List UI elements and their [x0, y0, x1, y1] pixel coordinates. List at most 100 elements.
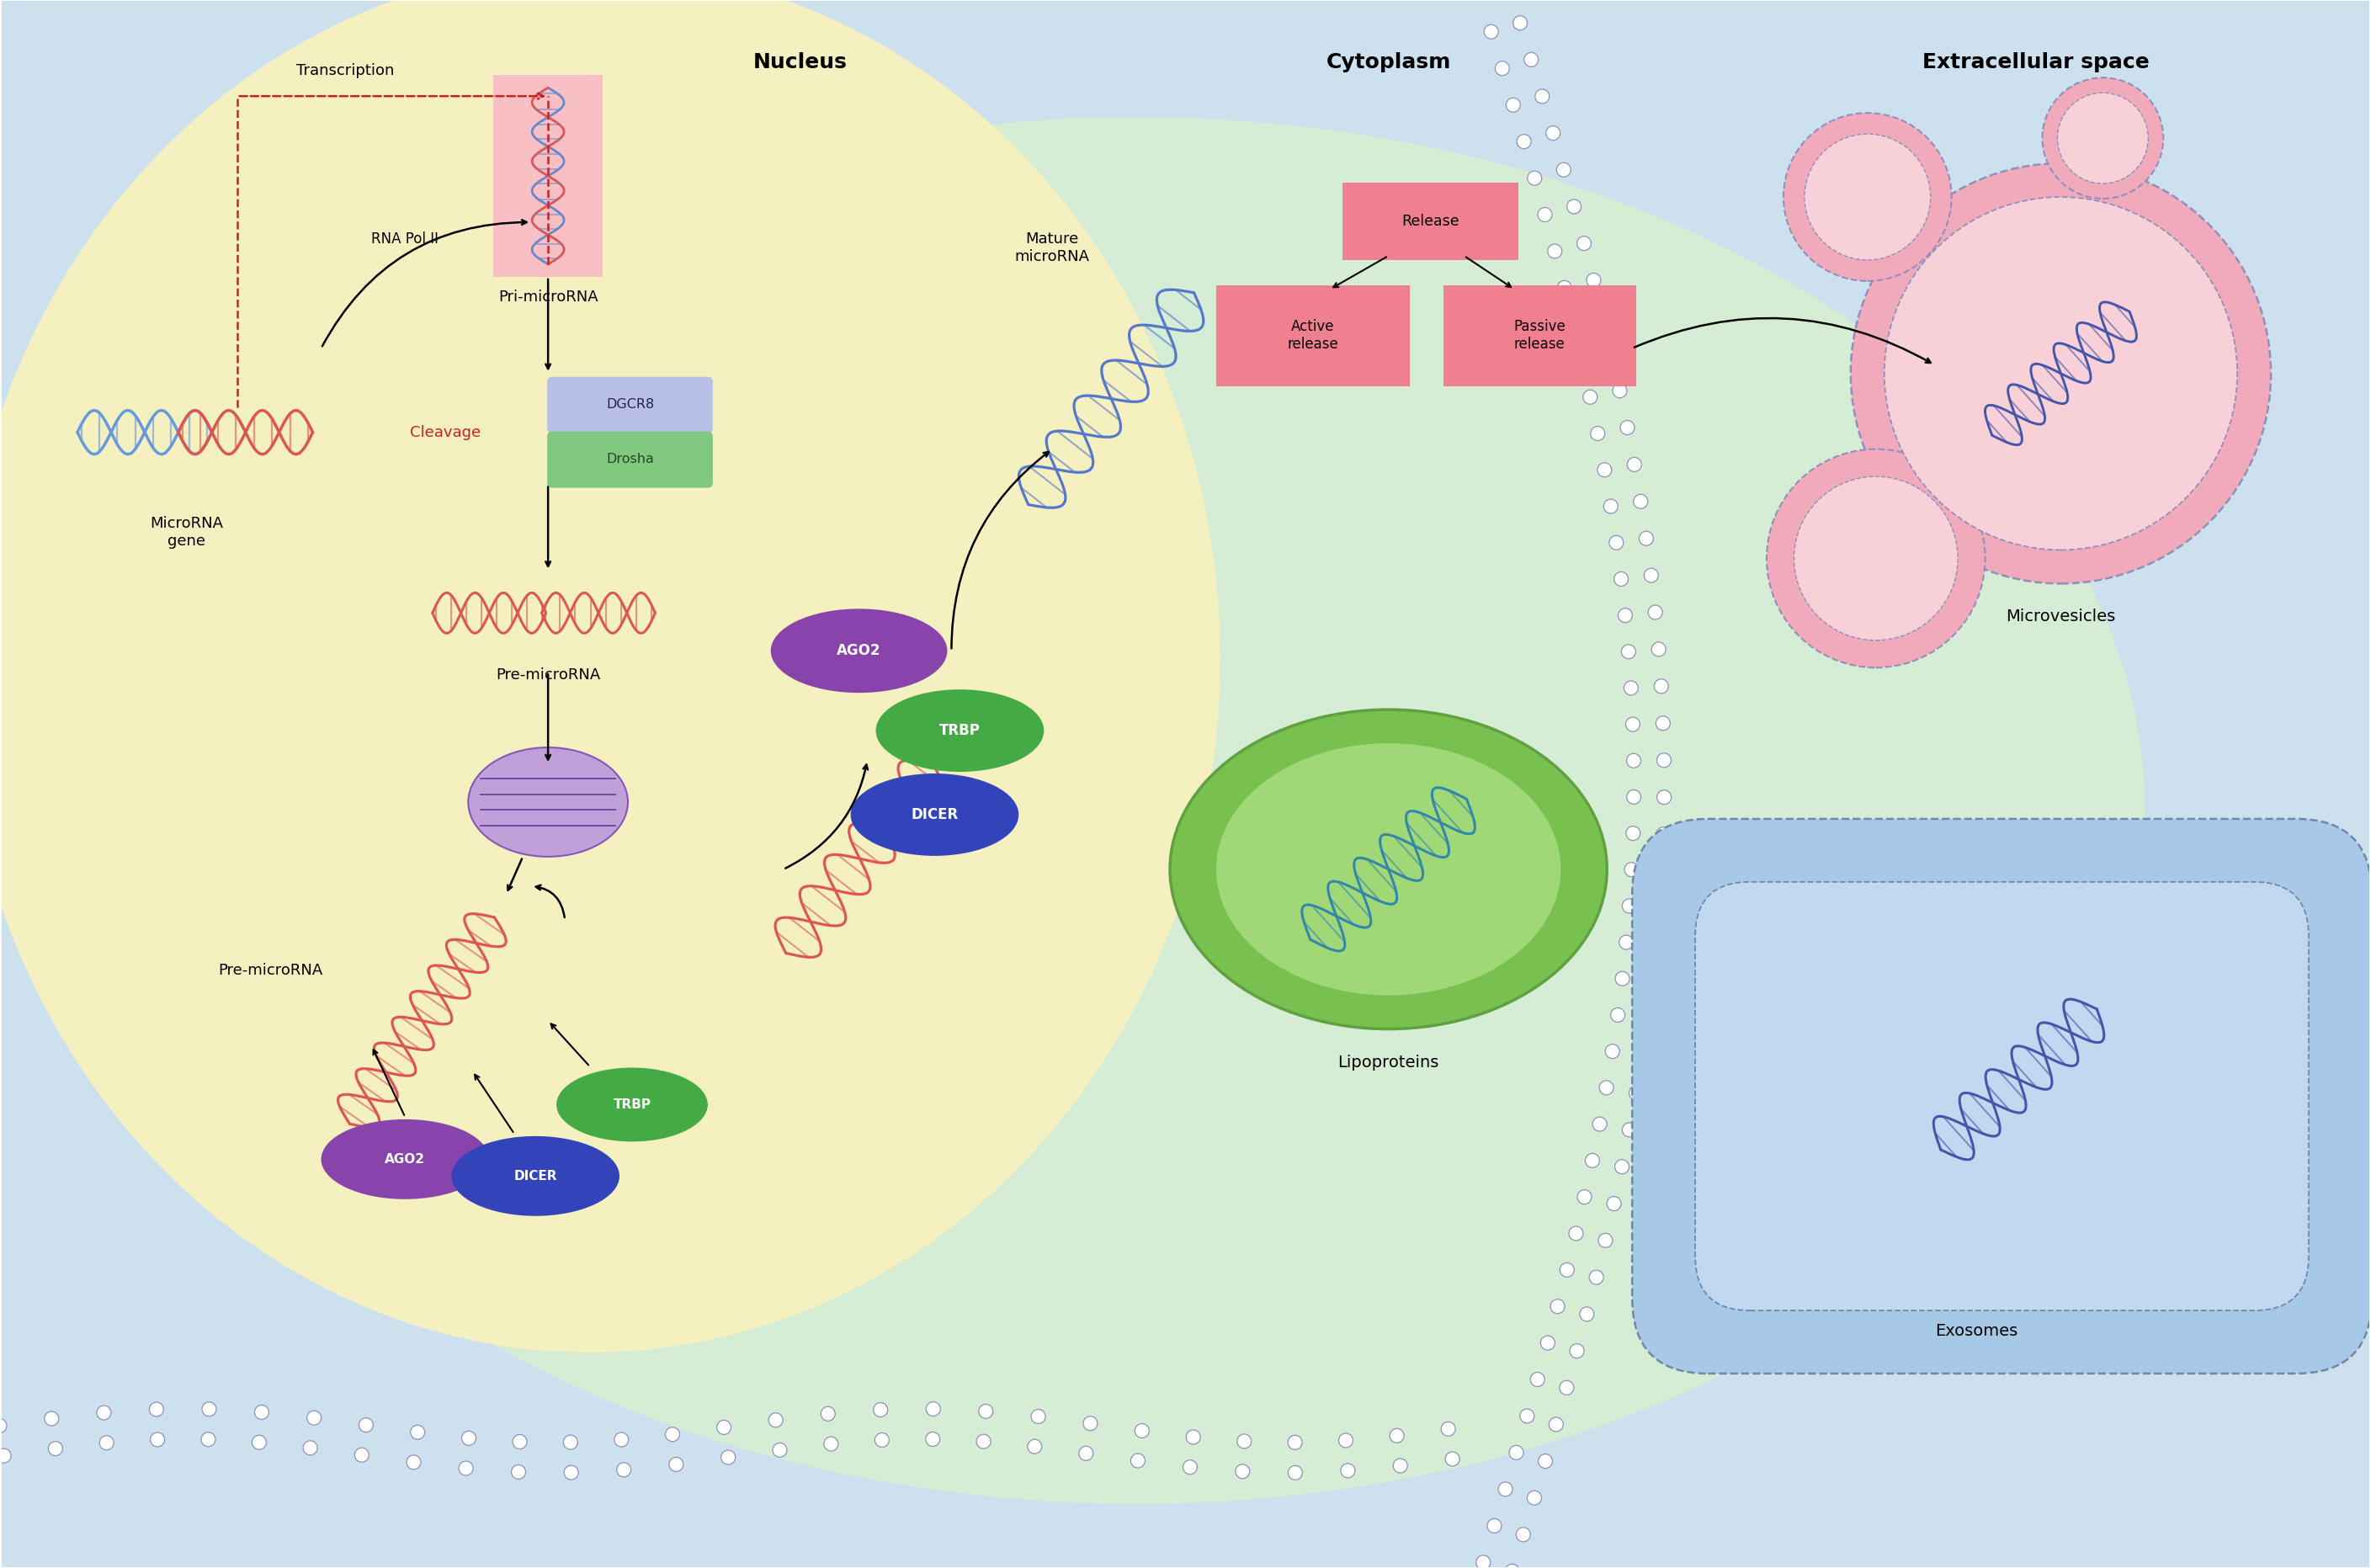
Ellipse shape	[875, 690, 1043, 771]
Circle shape	[1340, 1463, 1356, 1477]
Circle shape	[512, 1465, 526, 1479]
FancyBboxPatch shape	[1695, 881, 2309, 1311]
Circle shape	[1477, 1555, 1491, 1568]
Circle shape	[1610, 536, 1624, 550]
Circle shape	[1570, 1344, 1584, 1358]
FancyBboxPatch shape	[1444, 285, 1636, 386]
Circle shape	[1655, 717, 1669, 731]
Ellipse shape	[128, 118, 2146, 1504]
FancyBboxPatch shape	[548, 431, 714, 488]
Circle shape	[1783, 113, 1951, 281]
Circle shape	[1653, 643, 1667, 657]
Circle shape	[1527, 171, 1541, 185]
Text: DGCR8: DGCR8	[607, 398, 654, 411]
Circle shape	[1629, 1085, 1643, 1101]
Circle shape	[716, 1421, 730, 1435]
Circle shape	[410, 1425, 424, 1439]
Circle shape	[873, 1403, 887, 1417]
Circle shape	[875, 1433, 889, 1447]
Circle shape	[100, 1436, 114, 1450]
Circle shape	[1593, 1116, 1608, 1131]
Circle shape	[1539, 1454, 1553, 1468]
Circle shape	[1645, 975, 1660, 989]
Circle shape	[1584, 390, 1598, 405]
Circle shape	[1605, 347, 1619, 361]
Ellipse shape	[1216, 743, 1560, 996]
Circle shape	[1186, 1430, 1200, 1444]
Circle shape	[45, 1411, 59, 1425]
Circle shape	[1624, 862, 1638, 877]
Circle shape	[1603, 499, 1617, 513]
Circle shape	[1634, 494, 1648, 508]
Ellipse shape	[851, 773, 1020, 856]
Circle shape	[0, 1449, 12, 1463]
Circle shape	[1619, 935, 1634, 949]
Circle shape	[202, 1402, 216, 1416]
Circle shape	[564, 1466, 579, 1480]
Circle shape	[1627, 717, 1641, 732]
Ellipse shape	[320, 1120, 488, 1200]
Circle shape	[1598, 463, 1612, 477]
Circle shape	[1622, 898, 1636, 913]
Circle shape	[1546, 125, 1560, 140]
Circle shape	[458, 1461, 474, 1475]
Circle shape	[1638, 532, 1653, 546]
Circle shape	[927, 1402, 941, 1416]
Text: RNA Pol II: RNA Pol II	[372, 232, 439, 246]
Circle shape	[1624, 681, 1638, 695]
FancyBboxPatch shape	[1216, 285, 1408, 386]
Circle shape	[666, 1427, 680, 1441]
Circle shape	[1591, 426, 1605, 441]
Circle shape	[1795, 477, 1958, 640]
Circle shape	[1560, 1380, 1574, 1396]
Circle shape	[1484, 25, 1498, 39]
Circle shape	[1589, 1270, 1603, 1284]
Circle shape	[1498, 1482, 1513, 1496]
Circle shape	[1766, 448, 1985, 668]
Circle shape	[1577, 1190, 1591, 1204]
Circle shape	[1183, 1460, 1197, 1474]
Text: Passive
release: Passive release	[1513, 320, 1565, 351]
Circle shape	[1627, 790, 1641, 804]
Circle shape	[1340, 1433, 1354, 1447]
Circle shape	[1487, 1519, 1501, 1534]
Circle shape	[1586, 1154, 1600, 1168]
Circle shape	[1622, 644, 1636, 659]
Text: TRBP: TRBP	[939, 723, 982, 739]
Circle shape	[1287, 1435, 1302, 1449]
Circle shape	[1612, 384, 1627, 398]
Circle shape	[1510, 1446, 1525, 1460]
Text: Transcription: Transcription	[296, 63, 394, 78]
Text: Mature
microRNA: Mature microRNA	[1015, 232, 1091, 265]
Circle shape	[149, 1433, 164, 1447]
Circle shape	[1520, 1410, 1534, 1424]
Circle shape	[979, 1405, 993, 1419]
Circle shape	[1610, 1008, 1624, 1022]
Circle shape	[1567, 199, 1581, 213]
Text: Extracellular space: Extracellular space	[1923, 52, 2148, 72]
Circle shape	[1605, 1044, 1619, 1058]
Text: Release: Release	[1401, 213, 1461, 229]
Circle shape	[1525, 52, 1539, 67]
FancyBboxPatch shape	[1631, 818, 2371, 1374]
Text: Nucleus: Nucleus	[754, 52, 846, 72]
Circle shape	[1529, 1372, 1544, 1386]
Circle shape	[1548, 1417, 1562, 1432]
Circle shape	[356, 1447, 370, 1461]
Circle shape	[1650, 938, 1664, 952]
FancyBboxPatch shape	[1342, 183, 1520, 260]
Circle shape	[1615, 1160, 1629, 1174]
Circle shape	[768, 1413, 782, 1427]
Circle shape	[1600, 1080, 1615, 1094]
Circle shape	[1657, 826, 1672, 842]
Circle shape	[1627, 458, 1641, 472]
Circle shape	[1539, 207, 1553, 221]
Circle shape	[1534, 89, 1548, 103]
Text: Pre-microRNA: Pre-microRNA	[496, 668, 600, 682]
Circle shape	[1287, 1466, 1302, 1480]
Text: AGO2: AGO2	[384, 1152, 424, 1165]
Circle shape	[1655, 864, 1669, 878]
Circle shape	[1079, 1446, 1093, 1460]
Circle shape	[1657, 790, 1672, 804]
Circle shape	[977, 1435, 991, 1449]
